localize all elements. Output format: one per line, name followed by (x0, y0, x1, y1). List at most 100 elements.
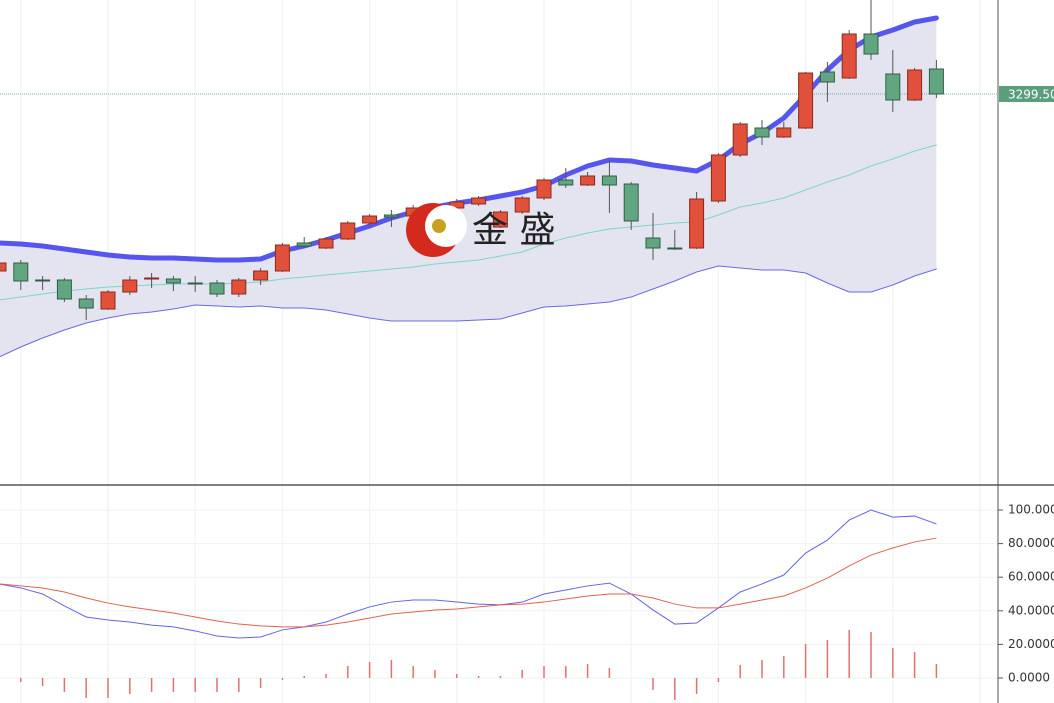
candle-body (732, 123, 748, 156)
last-price-box (999, 86, 1054, 102)
candle-body (754, 127, 770, 138)
candle-body (274, 244, 290, 272)
candle-body (863, 33, 879, 55)
logo (406, 203, 467, 257)
histogram-bar (848, 629, 850, 678)
last-price-label: 3299.50 (1008, 88, 1054, 102)
candle-body (580, 175, 596, 186)
candle-body (340, 222, 356, 240)
indicator-line (0, 509, 937, 639)
histogram-bar (826, 640, 829, 678)
histogram-bar (608, 667, 611, 678)
histogram-bar (107, 677, 109, 698)
y-tick-label: 20.0000 (1008, 637, 1054, 651)
indicator-line (0, 537, 937, 628)
y-tick-label: 100.0000 (1008, 503, 1054, 517)
candle-body (885, 73, 901, 101)
watermark: 金 盛 (472, 210, 555, 251)
histogram-bar (804, 644, 807, 678)
histogram-bar (935, 664, 938, 678)
histogram-bar (20, 677, 22, 683)
candle-body (144, 277, 160, 280)
y-tick-label: 80.0000 (1008, 536, 1054, 550)
logo-ball (432, 219, 446, 233)
candle-body (907, 69, 923, 101)
histogram-bar (172, 677, 175, 692)
candle-body (383, 214, 399, 218)
candle-body (601, 175, 617, 186)
candle-body (645, 237, 661, 249)
candle-body (841, 33, 857, 79)
candle-body (667, 247, 683, 250)
candle-body (710, 154, 726, 202)
histogram-bar (347, 666, 349, 678)
histogram-bar (238, 677, 240, 692)
histogram-bar (390, 660, 393, 678)
candle-body (0, 262, 7, 272)
histogram-bar (892, 647, 894, 678)
candle-body (362, 215, 378, 224)
candle-body (296, 242, 312, 247)
candle-body (13, 262, 29, 282)
candle-body (35, 279, 51, 282)
histogram-bar (325, 673, 327, 678)
histogram-bar (456, 673, 458, 678)
y-tick-label: 0.0000 (1008, 670, 1050, 684)
histogram-bar (499, 675, 502, 678)
histogram-bar (150, 677, 153, 692)
histogram-bar (303, 675, 305, 678)
candle-body (798, 72, 814, 129)
candle-body (100, 291, 116, 310)
band-line (0, 144, 937, 301)
histogram-bar (695, 677, 698, 694)
candle-body (536, 179, 552, 199)
band-line (0, 15, 939, 263)
histogram-bar (41, 677, 44, 687)
candle-body (187, 282, 203, 285)
candle-body (231, 279, 247, 295)
candle-body (56, 279, 72, 300)
histogram-bar (216, 677, 218, 692)
candle-body (78, 298, 94, 309)
histogram-bar (674, 677, 676, 700)
histogram-bar (913, 651, 916, 678)
candle-body (819, 71, 835, 83)
candle-body (209, 282, 225, 295)
band-line (0, 265, 937, 358)
candle-body (689, 198, 705, 249)
candle-body (492, 211, 508, 228)
histogram-bar (85, 677, 87, 698)
histogram-bar (259, 677, 262, 689)
histogram-bar (194, 677, 196, 692)
histogram-bar (368, 662, 371, 678)
candle-body (558, 179, 574, 186)
histogram-bar (652, 677, 654, 690)
candle-body (318, 238, 334, 249)
histogram-bar (739, 665, 741, 678)
candle-body (471, 197, 487, 205)
histogram-bar (129, 677, 131, 694)
histogram-bar (477, 675, 480, 678)
histogram-bar (434, 669, 436, 678)
histogram-bar (565, 666, 567, 678)
candle-body (253, 270, 269, 281)
histogram-bar (717, 677, 720, 683)
candle-body (514, 197, 530, 213)
candle-body (776, 127, 792, 138)
candle-body (165, 278, 181, 284)
indicator-panel (0, 509, 998, 700)
candle-body (122, 279, 138, 293)
histogram-bar (521, 669, 523, 678)
histogram-bar (412, 666, 414, 678)
band-fill (0, 18, 937, 357)
histogram-bar (870, 631, 872, 678)
histogram-bar (586, 664, 589, 678)
histogram-bar (761, 660, 763, 678)
histogram-bar (281, 677, 284, 680)
y-tick-label: 40.0000 (1008, 603, 1054, 617)
candle-body (623, 183, 639, 222)
candle-body (928, 68, 944, 95)
